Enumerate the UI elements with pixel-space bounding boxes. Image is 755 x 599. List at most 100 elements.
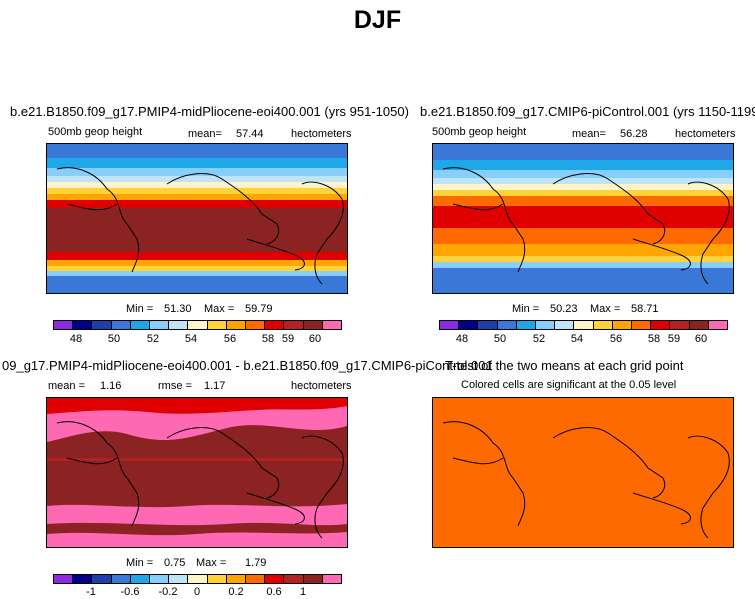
max-label-tr: Max = <box>590 303 621 315</box>
variable-label-tl: 500mb geop height <box>48 126 143 138</box>
colorbar-swatch <box>111 575 131 583</box>
tick-label: 48 <box>69 333 83 345</box>
colorbar-swatch <box>226 321 247 329</box>
colorbar-swatch <box>130 321 151 329</box>
colorbar-swatch <box>73 575 93 583</box>
colorbar-ticks-tr: 48 50 52 54 56 58 59 60 <box>439 333 728 347</box>
units-label-bl: hectometers <box>291 380 352 392</box>
tick-label: 50 <box>107 333 121 345</box>
tick-label: 54 <box>570 333 584 345</box>
colorbar-swatch <box>188 321 208 329</box>
tick-label: 50 <box>493 333 507 345</box>
mean-label-tl: mean= <box>188 128 222 140</box>
panel-title-ttest: T-test of the two means at each grid poi… <box>445 358 684 373</box>
colorbar-swatch <box>265 575 285 583</box>
colorbar-swatch <box>536 321 556 329</box>
variable-label-tr: 500mb geop height <box>432 126 527 138</box>
colorbar-tr <box>439 320 728 330</box>
colorbar-swatch <box>188 575 208 583</box>
min-label-tr: Min = <box>512 303 540 315</box>
colorbar-swatch <box>689 321 709 329</box>
panel-title-midpliocene: b.e21.B1850.f09_g17.PMIP4-midPliocene-eo… <box>10 104 409 119</box>
tick-label: 0.2 <box>228 586 244 598</box>
mean-value-tl: 57.44 <box>236 128 264 140</box>
panel-subtitle-ttest: Colored cells are significant at the 0.0… <box>461 379 677 391</box>
mean-value-bl: 1.16 <box>100 380 122 392</box>
tick-label: 59 <box>281 333 295 345</box>
colorbar-swatch <box>54 575 74 583</box>
panel-title-difference: 09_g17.PMIP4-midPliocene-eoi400.001 - b.… <box>2 358 493 373</box>
map-picontrol <box>432 143 734 294</box>
colorbar-ticks-tl: 48 50 52 54 56 58 59 60 <box>53 333 342 347</box>
max-value-tr: 58.71 <box>631 303 659 315</box>
colorbar-swatch <box>708 321 728 329</box>
mean-label-tr: mean= <box>572 128 606 140</box>
min-label-bl: Min = <box>126 557 154 569</box>
rmse-value-bl: 1.17 <box>204 380 226 392</box>
colorbar-swatch <box>226 575 247 583</box>
colorbar-swatch <box>169 575 189 583</box>
colorbar-swatch <box>322 321 342 329</box>
rmse-label-bl: rmse = <box>158 380 192 392</box>
tick-label: 56 <box>609 333 623 345</box>
colorbar-swatch <box>497 321 517 329</box>
mean-label-bl: mean = <box>48 380 85 392</box>
colorbar-swatch <box>207 321 227 329</box>
colorbar-swatch <box>284 575 304 583</box>
min-label-tl: Min = <box>126 303 154 315</box>
colorbar-swatch <box>150 321 170 329</box>
tick-label: 52 <box>532 333 546 345</box>
colorbar-swatch <box>92 321 112 329</box>
colorbar-swatch <box>440 321 460 329</box>
tick-label: 56 <box>223 333 237 345</box>
colorbar-swatch <box>246 575 266 583</box>
colorbar-swatch <box>651 321 671 329</box>
colorbar-swatch <box>73 321 93 329</box>
colorbar-tl <box>53 320 342 330</box>
colorbar-swatch <box>303 321 323 329</box>
tick-label: 59 <box>667 333 681 345</box>
colorbar-swatch <box>303 575 323 583</box>
tick-label: 60 <box>308 333 322 345</box>
tick-label: 58 <box>647 333 661 345</box>
max-value-bl: 1.79 <box>245 557 267 569</box>
tick-label: -1 <box>86 586 96 598</box>
colorbar-swatch <box>111 321 131 329</box>
tick-label: 0 <box>193 586 201 598</box>
colorbar-bl <box>53 574 342 584</box>
colorbar-swatch <box>150 575 170 583</box>
tick-label: 0.6 <box>266 586 282 598</box>
units-label-tl: hectometers <box>291 128 352 140</box>
min-value-tl: 51.30 <box>164 303 192 315</box>
colorbar-swatch <box>54 321 74 329</box>
colorbar-swatch <box>555 321 575 329</box>
min-value-tr: 50.23 <box>550 303 578 315</box>
colorbar-ticks-bl: -1 -0.6 -0.2 0 0.2 0.6 1 <box>53 586 342 599</box>
max-label-bl: Max = <box>196 557 227 569</box>
figure-title: DJF <box>353 6 402 34</box>
min-value-bl: 0.75 <box>164 557 186 569</box>
colorbar-swatch <box>92 575 112 583</box>
colorbar-swatch <box>670 321 690 329</box>
panel-title-picontrol: b.e21.B1850.f09_g17.CMIP6-piControl.001 … <box>420 104 755 119</box>
map-midpliocene <box>46 143 348 294</box>
tick-label: 52 <box>146 333 160 345</box>
tick-label: 1 <box>299 586 307 598</box>
colorbar-swatch <box>478 321 498 329</box>
tick-label: 58 <box>261 333 275 345</box>
colorbar-swatch <box>516 321 537 329</box>
map-ttest <box>432 397 734 548</box>
max-value-tl: 59.79 <box>245 303 273 315</box>
colorbar-swatch <box>632 321 652 329</box>
mean-value-tr: 56.28 <box>620 128 648 140</box>
map-difference <box>46 397 348 548</box>
colorbar-swatch <box>130 575 151 583</box>
colorbar-swatch <box>265 321 285 329</box>
colorbar-swatch <box>612 321 633 329</box>
units-label-tr: hectometers <box>675 128 736 140</box>
colorbar-swatch <box>207 575 227 583</box>
tick-label: 48 <box>455 333 469 345</box>
colorbar-swatch <box>246 321 266 329</box>
tick-label: 60 <box>694 333 708 345</box>
colorbar-swatch <box>574 321 594 329</box>
